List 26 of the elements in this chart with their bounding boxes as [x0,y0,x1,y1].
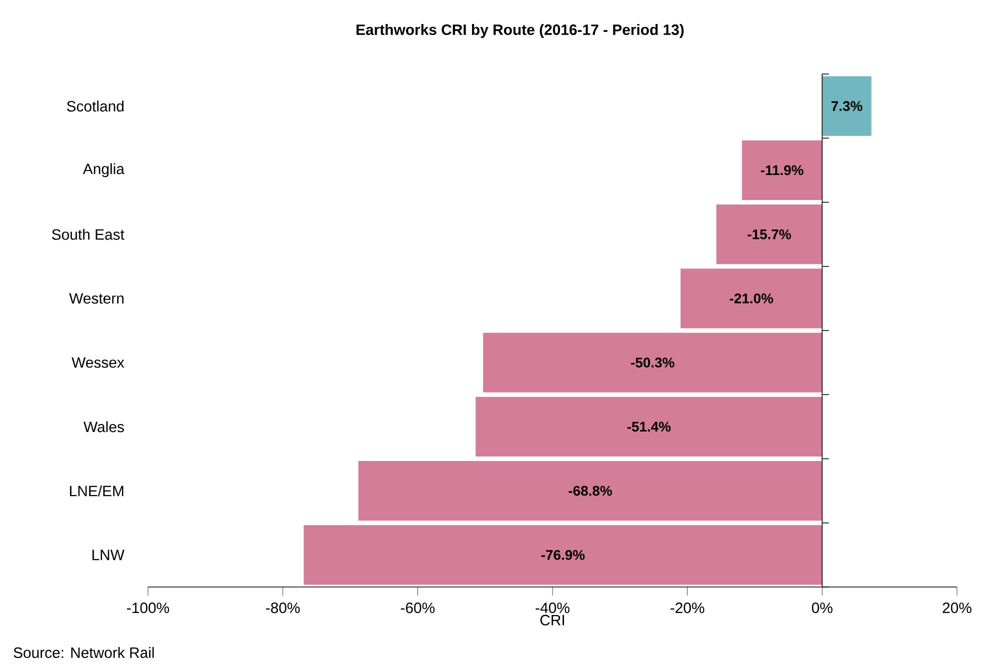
source-note: Source: Network Rail [14,647,154,658]
data-label: -68.8% [568,486,612,496]
data-label: -51.4% [627,422,671,432]
x-tick-label: 20% [942,602,972,614]
y-tick-label: South East [52,228,124,240]
x-tick-label: -60% [400,602,435,614]
x-tick-label: -20% [670,602,704,614]
x-axis-title: CRI [540,614,564,626]
data-label: 7.3% [831,101,862,112]
y-tick-label: Wessex [72,357,124,368]
data-label: -11.9% [760,165,804,176]
x-tick-label: -100% [127,602,170,614]
y-tick-label: Wales [84,421,124,432]
y-tick-label: LNE/EM [70,485,124,496]
chart-title: Earthworks CRI by Route (2016-17 - Period 13) [356,24,684,38]
y-tick-label: Scotland [66,100,124,112]
x-tick-label: -40% [536,602,570,614]
y-tick-label: Anglia [82,163,124,178]
data-label: -15.7% [748,229,791,240]
x-tick-label: -80% [266,602,300,614]
data-label: -21.0% [730,294,774,304]
y-tick-label: LNW [92,550,124,560]
data-label: -76.9% [541,550,585,560]
x-tick-label: 0% [812,602,832,614]
y-tick-label: Western [69,293,124,304]
data-label: -50.3% [631,358,674,368]
